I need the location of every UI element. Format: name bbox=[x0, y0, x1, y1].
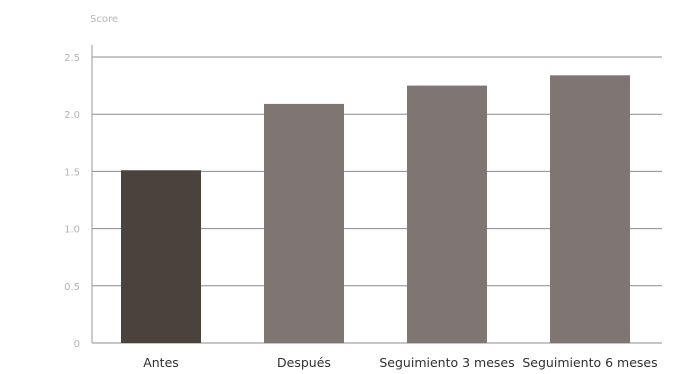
bar-4 bbox=[550, 75, 630, 343]
y-axis-title: Score bbox=[90, 14, 118, 25]
y-tick-label: 2.5 bbox=[64, 53, 80, 64]
y-tick-labels: 0 0.5 1.0 1.5 2.0 2.5 bbox=[64, 53, 80, 350]
y-tick-label: 0.5 bbox=[64, 282, 80, 293]
x-category-label: Después bbox=[277, 355, 331, 370]
y-tick-label: 1.5 bbox=[64, 167, 80, 178]
x-category-label: Antes bbox=[143, 355, 179, 370]
bars bbox=[121, 75, 630, 344]
bar-3 bbox=[407, 85, 487, 343]
bar-1 bbox=[121, 170, 201, 343]
y-tick-label: 0 bbox=[74, 339, 80, 350]
x-category-label: Seguimiento 3 meses bbox=[379, 355, 514, 370]
x-category-labels: Antes Después Seguimiento 3 meses Seguimien… bbox=[143, 355, 657, 370]
bar-2 bbox=[264, 103, 344, 344]
y-tick-label: 1.0 bbox=[64, 225, 80, 236]
y-tick-label: 2.0 bbox=[64, 110, 80, 121]
x-category-label: Seguimiento 6 meses bbox=[522, 355, 657, 370]
